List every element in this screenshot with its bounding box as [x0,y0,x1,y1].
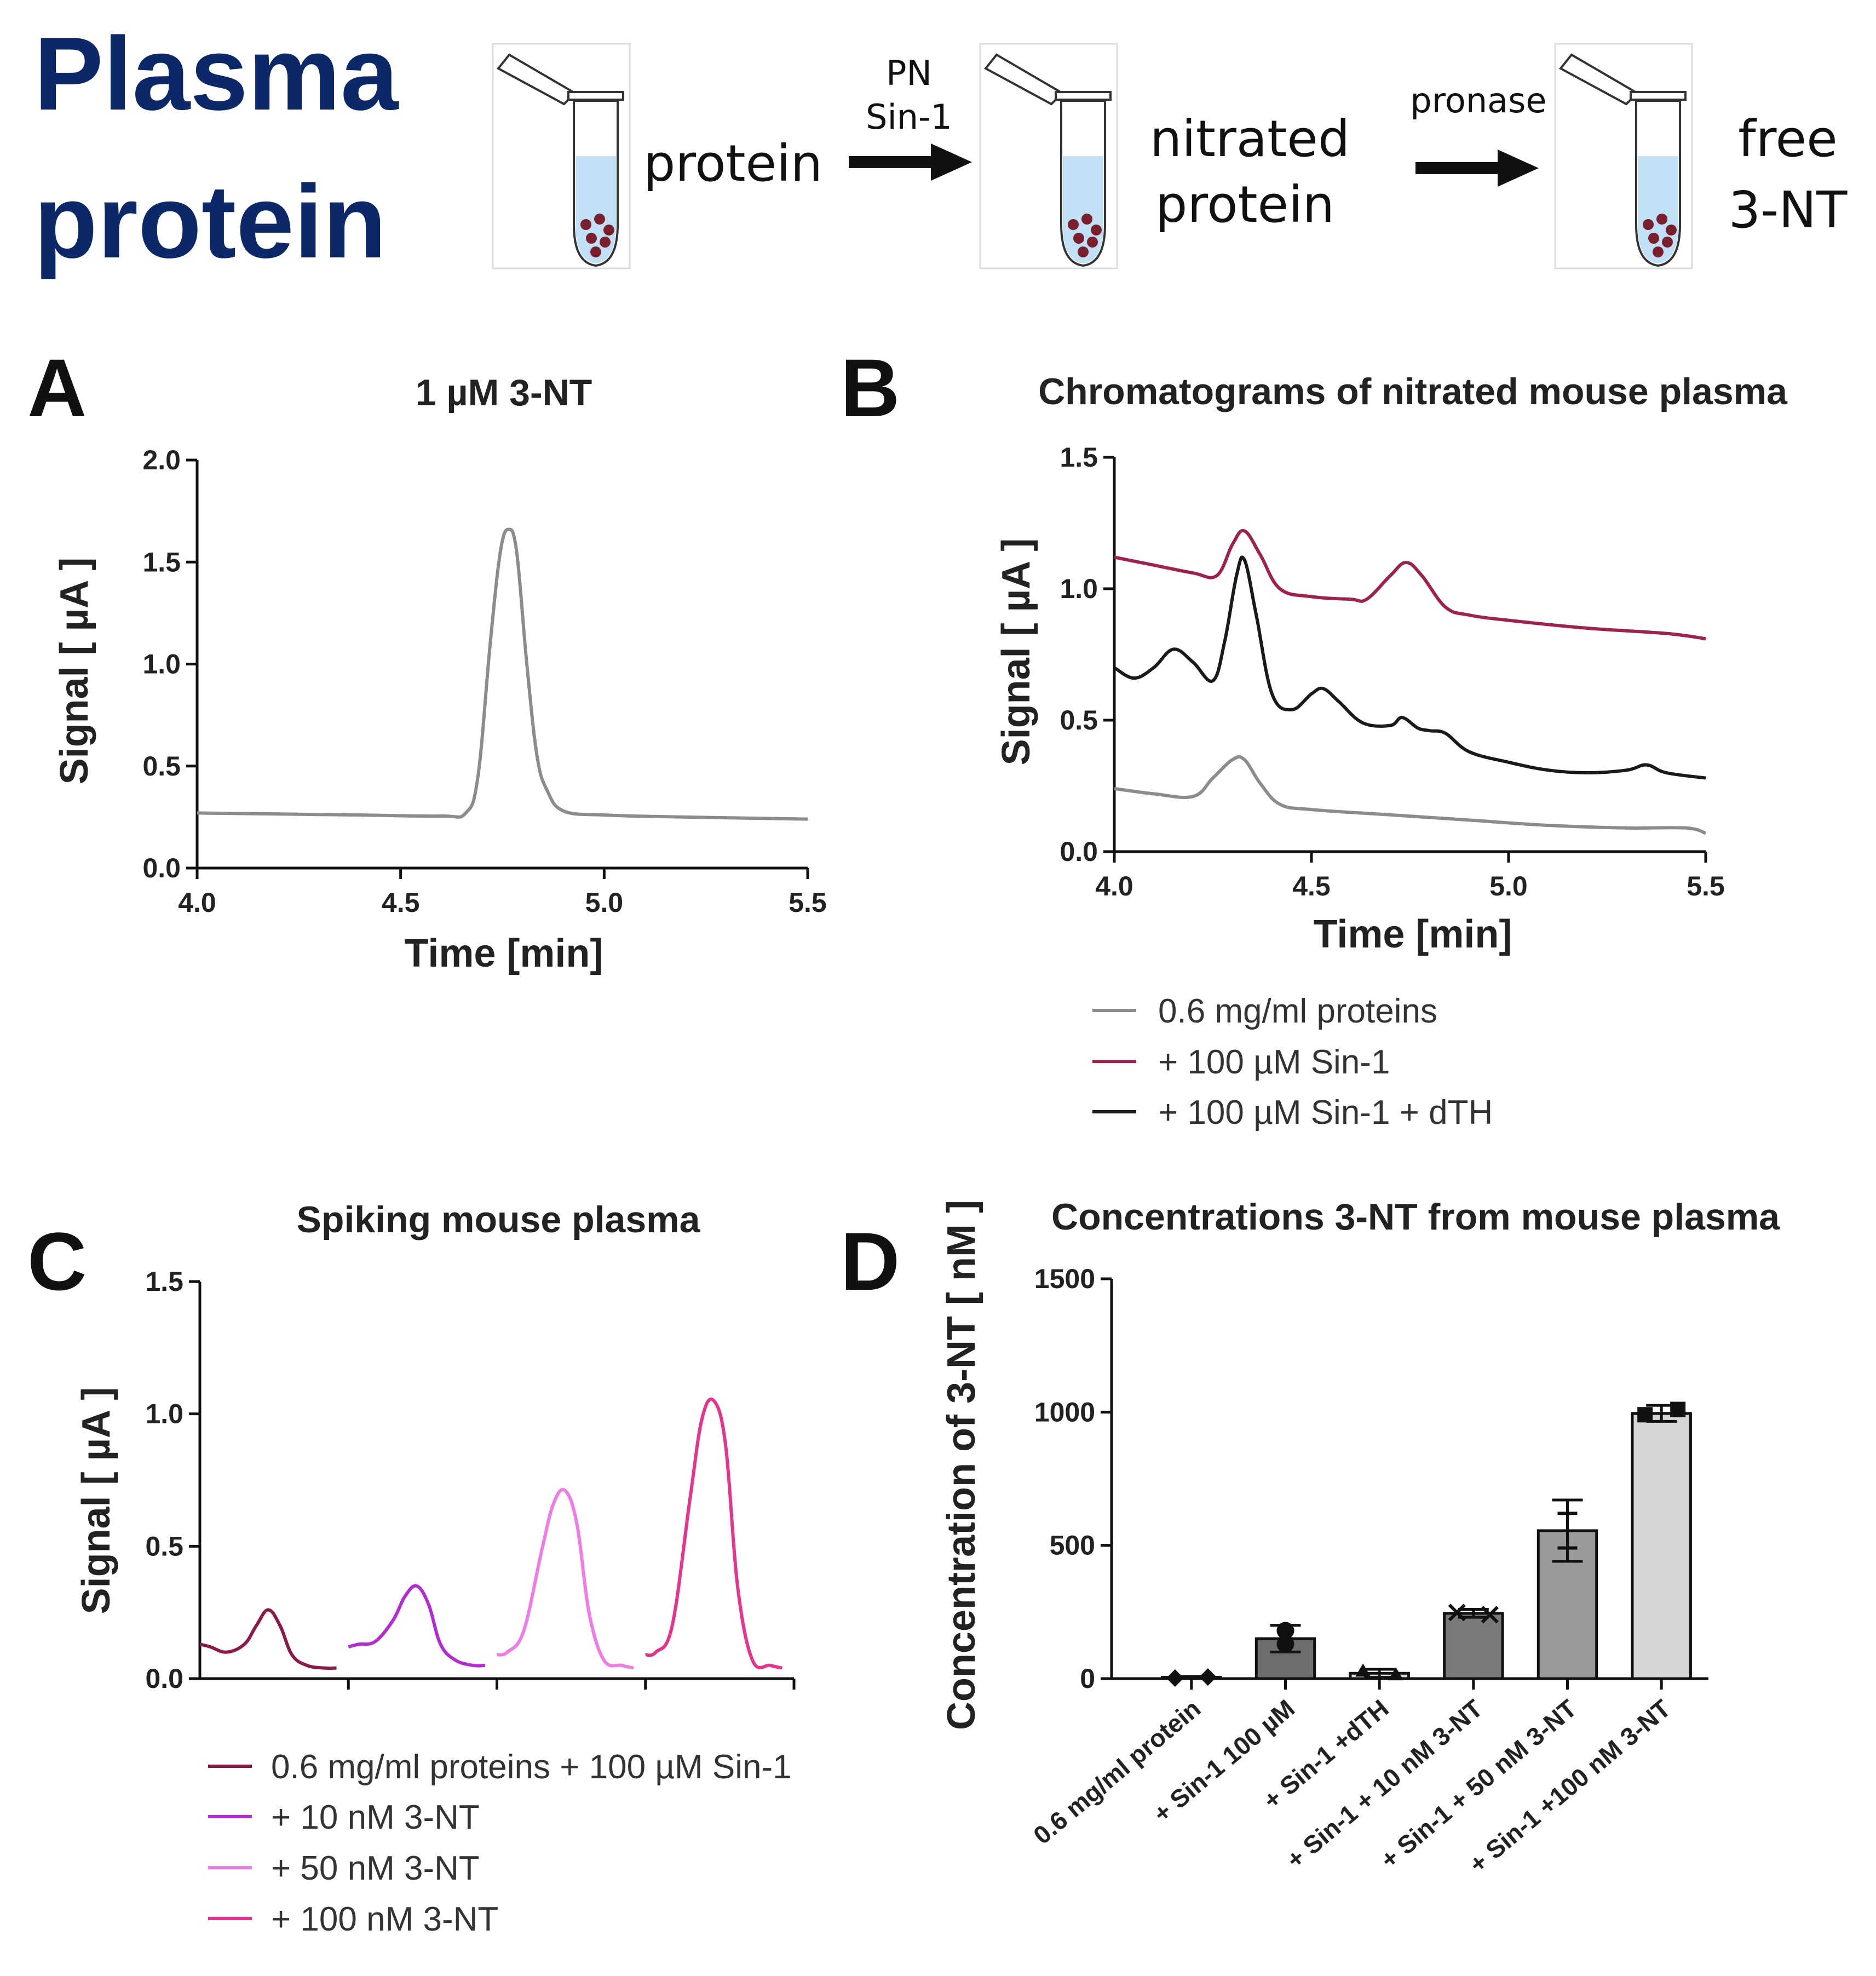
chart-a-xlabel: Time [min] [405,932,603,975]
chart-a-ytick-label: 0.0 [142,853,181,883]
step2-label-line1: nitrated [1150,110,1350,168]
chart-b-legend: 0.6 mg/ml proteins + 100 µM Sin-1 + 100 … [1092,992,1493,1131]
step3-label-line1: free [1738,110,1837,168]
chart-c-series-line [348,1584,485,1668]
arrow1-label-line2: Sin-1 [866,97,952,137]
legend-c-item-1: 0.6 mg/ml proteins + 100 µM Sin-1 [271,1748,792,1786]
chart-c-ytick-label: 0.0 [145,1663,183,1694]
chart-d-category-label: 0.6 mg/ml protein [1028,1694,1206,1850]
header-title-line2: protein [34,164,387,280]
chart-b-xtick-label: 4.0 [1095,871,1133,901]
chart-b-ylabel: Signal [ µA ] [994,538,1038,766]
header-title-line1: Plasma [34,16,399,132]
chart-a-ylabel: Signal [ µA ] [53,558,96,785]
header: Plasma protein protein PN Sin-1 [34,16,1848,280]
panel-letter-a: A [27,342,87,434]
chart-a-xtick-label: 4.0 [178,887,216,918]
chart-d-point [1670,1401,1686,1417]
arrow-1 [849,143,972,181]
chart-a-xtick-label: 5.0 [585,887,624,918]
chart-b-series-line [1114,755,1706,835]
chart-d-point [1166,1669,1184,1687]
legend-c-item-3: + 50 nM 3-NT [271,1849,480,1887]
chart-d-point [1355,1663,1371,1677]
chart-d-ytick-label: 1500 [1034,1263,1095,1294]
step1-label: protein [643,134,822,193]
chart-c-ytick-label: 1.5 [145,1266,183,1297]
legend-b-item-2: + 100 µM Sin-1 [1158,1043,1390,1081]
chart-a-title: 1 µM 3-NT [416,372,592,413]
arrow2-label: pronase [1410,81,1546,120]
chart-d-point [1388,1667,1404,1681]
chart-c-legend: 0.6 mg/ml proteins + 100 µM Sin-1 + 10 n… [208,1748,792,1938]
chart-d-point [1448,1604,1466,1622]
chart-b-ytick-label: 0.5 [1060,705,1098,736]
chart-d-title: Concentrations 3-NT from mouse plasma [1051,1196,1780,1238]
legend-b-item-1: 0.6 mg/ml proteins [1158,992,1437,1030]
chart-d-ytick-label: 1000 [1034,1397,1095,1427]
chart-c-title: Spiking mouse plasma [297,1199,701,1240]
legend-b-item-3: + 100 µM Sin-1 + dTH [1158,1094,1493,1131]
legend-c-item-2: + 10 nM 3-NT [271,1799,480,1836]
chart-d-point [1481,1606,1499,1624]
chart-d-bar [1443,1612,1504,1680]
chart-d-point [1276,1635,1294,1653]
chart-a-series-line [197,527,808,821]
panel-letter-b: B [841,342,900,434]
chart-c-series-line [496,1487,634,1670]
chart-c-ytick-label: 1.0 [145,1399,183,1429]
chart-b-ytick-label: 1.5 [1060,442,1098,473]
chart-d-point [1276,1622,1294,1640]
tube-icon-1 [492,43,631,269]
chart-d-ylabel: Concentration of 3-NT [ nM ] [940,1200,983,1730]
chart-d-ytick-label: 500 [1050,1530,1095,1561]
chart-b-ytick-label: 1.0 [1060,573,1098,604]
arrow1-label-line1: PN [886,53,932,93]
step2-label-line2: protein [1155,175,1334,234]
chart-b-ytick-label: 0.0 [1060,836,1098,867]
chart-c-series-line [645,1397,782,1670]
chart-d-point [1637,1407,1653,1423]
legend-c-item-4: + 100 nM 3-NT [271,1900,498,1938]
chart-b-xtick-label: 5.5 [1687,871,1725,901]
chart-b-xtick-label: 5.0 [1489,871,1528,901]
chart-a-xtick-label: 5.5 [789,887,827,918]
chart-d-point [1199,1668,1217,1686]
tube-icon-3 [1554,43,1693,269]
panel-letter-c: C [27,1215,87,1307]
chart-b-title: Chromatograms of nitrated mouse plasma [1038,371,1788,412]
arrow-2 [1415,150,1539,187]
chart-a-ytick-label: 0.5 [142,751,181,782]
chart-a-ytick-label: 1.0 [142,649,181,680]
chart-c-ytick-label: 0.5 [145,1531,183,1561]
step3-label-line2: 3-NT [1729,181,1848,239]
tube-icon-2 [979,43,1118,269]
chart-d-ytick-label: 0 [1080,1663,1095,1694]
chart-b-series-line [1113,555,1706,780]
chart-d-bar [1631,1412,1692,1680]
chart-b: 0.0 0.5 1.0 1.5 4.0 4.5 5.0 5.5 [1060,442,1724,901]
chart-c-ylabel: Signal [ µA ] [74,1387,118,1615]
chart-a-ytick-label: 1.5 [142,547,181,577]
chart-a-xtick-label: 4.5 [382,887,420,918]
chart-a: 0.0 0.5 1.0 1.5 2.0 4.0 4.5 5.0 5.5 [142,445,826,918]
panel-letter-d: D [841,1215,900,1307]
chart-c-series-line [199,1608,337,1670]
chart-b-series-line [1114,529,1706,641]
chart-a-ytick-label: 2.0 [142,445,181,475]
chart-c: 0.0 0.5 1.0 1.5 [145,1266,796,1694]
chart-b-xtick-label: 4.5 [1292,871,1331,901]
chart-b-xlabel: Time [min] [1314,912,1512,956]
